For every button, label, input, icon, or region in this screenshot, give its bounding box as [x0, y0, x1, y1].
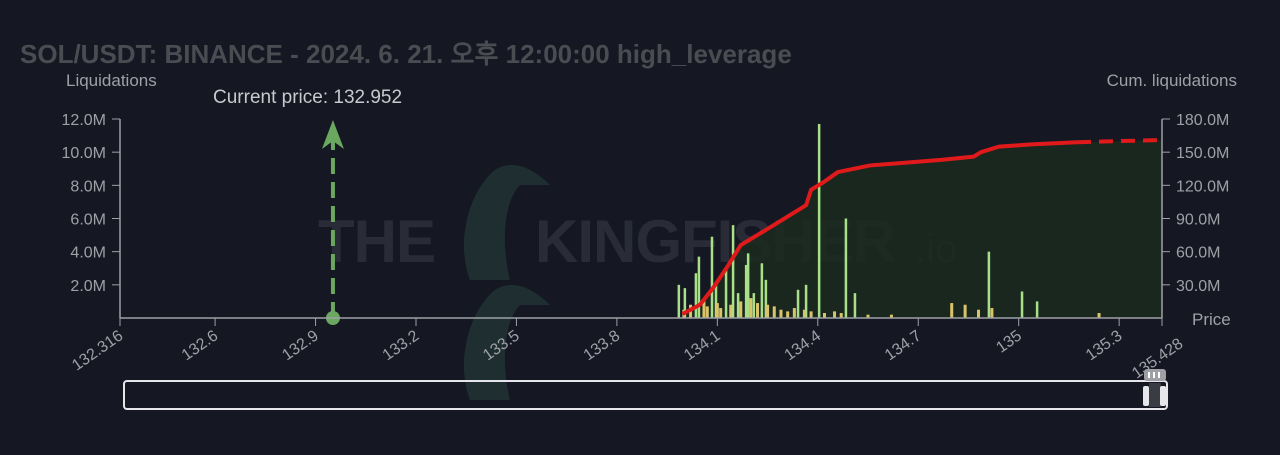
- y-tick-label: 8.0M: [70, 178, 106, 195]
- green-bar: [746, 253, 750, 318]
- current-price-label: Current price: 132.952: [213, 87, 402, 108]
- yellow-bar: [839, 313, 843, 318]
- y-tick-label: 2.0M: [70, 278, 106, 295]
- kingfisher-bird-icon: [464, 285, 550, 400]
- x-tick-label: 132.6: [179, 327, 222, 364]
- green-bar: [731, 225, 735, 318]
- x-tick-label: 134.7: [882, 327, 925, 364]
- green-bar: [694, 273, 698, 318]
- y2-tick-label: 150.0M: [1176, 145, 1229, 162]
- green-bar: [1020, 291, 1024, 318]
- green-bar: [764, 279, 768, 318]
- green-bar: [744, 264, 748, 318]
- y2-axis-label: Cum. liquidations: [1107, 71, 1237, 90]
- cumulative-line-projected: [1076, 138, 1162, 145]
- yellow-bar: [990, 308, 994, 318]
- green-bar: [804, 284, 808, 318]
- green-bar: [796, 289, 800, 318]
- x-tick-label: 134.1: [681, 327, 724, 364]
- x-tick-label: 133.2: [380, 327, 423, 364]
- yellow-bar: [889, 314, 893, 318]
- arrow-up-icon: [321, 120, 344, 149]
- y-tick-label: 12.0M: [62, 112, 106, 129]
- yellow-bar: [739, 301, 743, 318]
- yellow-bar: [809, 311, 813, 318]
- yellow-bar: [1097, 313, 1101, 318]
- green-bar: [736, 293, 740, 318]
- y2-tick-label: 180.0M: [1176, 112, 1229, 129]
- green-bar: [853, 293, 857, 318]
- green-bar: [710, 236, 714, 318]
- grip-line: [1153, 372, 1155, 378]
- y-tick-label: 4.0M: [70, 245, 106, 262]
- yellow-bar: [756, 303, 760, 318]
- yellow-bar: [729, 304, 733, 318]
- y-tick-label: 6.0M: [70, 212, 106, 229]
- range-slider-window: [1149, 383, 1161, 407]
- y-axis-label: Liquidations: [66, 71, 157, 90]
- grip-line: [1148, 372, 1150, 378]
- yellow-bar: [766, 304, 770, 318]
- y2-tick-label: 120.0M: [1176, 178, 1229, 195]
- x-tick-label: 134.4: [782, 327, 825, 364]
- green-bar: [697, 256, 701, 318]
- green-bar: [714, 283, 718, 318]
- green-bar: [677, 284, 681, 318]
- green-bar: [987, 251, 991, 318]
- yellow-bar: [719, 308, 723, 318]
- x-tick-label: 135: [993, 327, 1025, 356]
- cumulative-area: [682, 140, 1162, 318]
- green-bar: [1035, 301, 1039, 318]
- grip-line: [1158, 372, 1160, 378]
- green-bar: [752, 293, 756, 318]
- yellow-bar: [866, 314, 870, 318]
- yellow-bar: [977, 309, 981, 318]
- y2-tick-label: 30.0M: [1176, 278, 1220, 295]
- chart-title: SOL/USDT: BINANCE - 2024. 6. 21. 오후 12:0…: [20, 39, 792, 69]
- yellow-bar: [772, 306, 776, 318]
- yellow-bar: [779, 309, 783, 318]
- watermark-text: THE: [318, 208, 435, 275]
- yellow-bar: [802, 309, 806, 318]
- y2-tick-label: 90.0M: [1176, 212, 1220, 229]
- yellow-bar: [833, 311, 837, 318]
- green-bar: [844, 218, 848, 318]
- x-tick-label: 132.316: [69, 327, 126, 374]
- green-bar: [683, 288, 687, 318]
- green-bar: [724, 269, 728, 318]
- yellow-bar: [715, 303, 719, 318]
- x-tick-label: 135.3: [1083, 327, 1126, 364]
- yellow-bar: [950, 303, 954, 318]
- y2-tick-label: 60.0M: [1176, 245, 1220, 262]
- range-slider-track[interactable]: [123, 380, 1168, 410]
- range-slider-handle-right[interactable]: [1160, 386, 1166, 406]
- range-slider-handle-left[interactable]: [1143, 386, 1149, 406]
- yellow-bar: [786, 311, 790, 318]
- yellow-bar: [792, 308, 796, 318]
- green-bar: [760, 263, 764, 318]
- y-tick-label: 10.0M: [62, 145, 106, 162]
- yellow-bar: [963, 304, 967, 318]
- range-slider[interactable]: [123, 369, 1168, 410]
- x-axis-label: Price: [1192, 310, 1231, 329]
- yellow-bar: [822, 313, 826, 318]
- yellow-bar: [749, 298, 753, 318]
- x-tick-label: 133.8: [581, 327, 624, 364]
- green-bar: [817, 123, 821, 318]
- yellow-bar: [702, 299, 706, 318]
- cumulative-line: [681, 140, 1078, 316]
- x-tick-label: 132.9: [279, 327, 322, 364]
- yellow-bar: [705, 306, 709, 318]
- kingfisher-bird-icon: [464, 165, 550, 280]
